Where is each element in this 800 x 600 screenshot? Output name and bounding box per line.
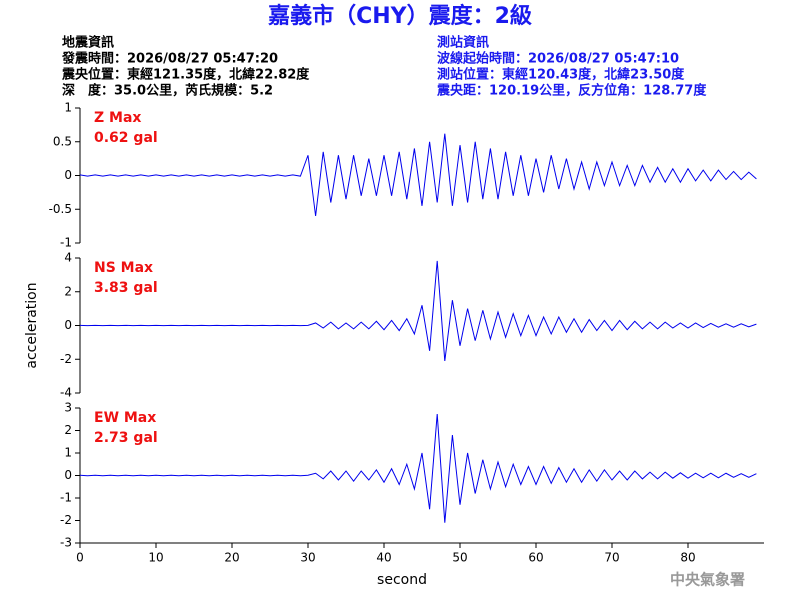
- component-label: NS Max: [94, 260, 153, 276]
- y-tick-label: -1: [60, 491, 72, 505]
- component-label: EW Max: [94, 410, 156, 426]
- x-tick-label: 50: [452, 551, 467, 565]
- waveform: [79, 414, 757, 523]
- info-left: 震央位置：東經121.35度，北緯22.82度: [61, 67, 310, 83]
- y-tick-label: -3: [60, 536, 72, 550]
- info-right: 測站資訊: [437, 35, 489, 51]
- y-tick-label: -2: [60, 352, 72, 366]
- component-label: Z Max: [94, 110, 141, 126]
- y-tick-label: 1: [64, 446, 72, 460]
- y-tick-label: 2: [64, 284, 72, 298]
- y-tick-label: 0.5: [53, 134, 72, 148]
- waveform: [79, 133, 757, 217]
- x-axis-label: second: [377, 572, 427, 588]
- max-label: 0.62 gal: [94, 130, 158, 146]
- y-tick-label: 2: [64, 423, 72, 437]
- y-tick-label: 4: [64, 251, 72, 265]
- y-tick-label: -1: [60, 236, 72, 250]
- x-tick-label: 10: [148, 551, 163, 565]
- y-tick-label: -4: [60, 386, 72, 400]
- max-label: 3.83 gal: [94, 280, 158, 296]
- x-tick-label: 30: [300, 551, 315, 565]
- x-tick-label: 40: [376, 551, 391, 565]
- x-tick-label: 60: [528, 551, 543, 565]
- info-left: 發震時間：2026/08/27 05:47:20: [61, 51, 278, 67]
- y-tick-label: 0: [64, 468, 72, 482]
- waveform: [79, 260, 757, 361]
- y-tick-label: -2: [60, 513, 72, 527]
- y-tick-label: -0.5: [49, 202, 72, 216]
- info-left: 地震資訊: [62, 35, 114, 51]
- title: 嘉義市（CHY）震度：2級: [268, 3, 532, 29]
- y-tick-label: 1: [64, 101, 72, 115]
- info-left: 深 度：35.0公里，芮氏規模：5.2: [62, 83, 273, 99]
- info-right: 波線起始時間：2026/08/27 05:47:10: [437, 51, 679, 67]
- max-label: 2.73 gal: [94, 430, 158, 446]
- agency: 中央氣象署: [670, 571, 745, 589]
- y-tick-label: 3: [64, 401, 72, 415]
- x-tick-label: 80: [680, 551, 695, 565]
- info-right: 震央距：120.19公里，反方位角：128.77度: [436, 83, 707, 99]
- y-axis-label: acceleration: [24, 282, 40, 368]
- x-tick-label: 20: [224, 551, 239, 565]
- info-right: 測站位置：東經120.43度，北緯23.50度: [437, 67, 685, 83]
- x-tick-label: 70: [604, 551, 619, 565]
- y-tick-label: 0: [64, 318, 72, 332]
- x-tick-label: 0: [76, 551, 84, 565]
- y-tick-label: 0: [64, 168, 72, 182]
